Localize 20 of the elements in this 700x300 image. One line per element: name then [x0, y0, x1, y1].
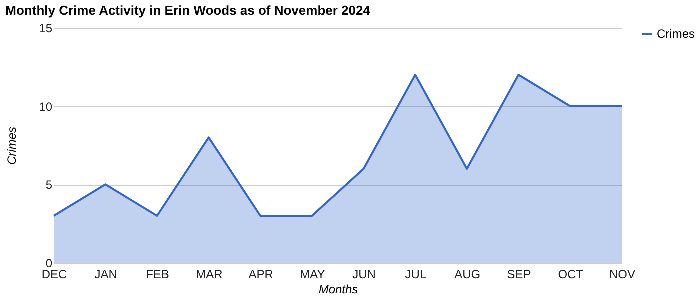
x-tick-label: OCT: [558, 268, 584, 282]
chart-title: Monthly Crime Activity in Erin Woods as of November 2024: [6, 3, 372, 18]
x-tick-label: JUN: [352, 268, 376, 282]
x-tick-label: NOV: [609, 268, 636, 282]
y-tick-label: 0: [46, 256, 53, 270]
x-axis-title: Months: [318, 282, 358, 296]
y-tick-label: 15: [39, 22, 53, 36]
x-tick-label: MAR: [196, 268, 224, 282]
x-tick-label: APR: [248, 268, 274, 282]
y-tick-label: 10: [39, 100, 53, 114]
x-tick-label: MAY: [300, 268, 326, 282]
x-tick-label: SEP: [507, 268, 532, 282]
y-tick-label: 5: [46, 178, 53, 192]
x-tick-label: FEB: [146, 268, 170, 282]
y-axis-title: Crimes: [5, 127, 20, 165]
x-tick-label: DEC: [42, 268, 68, 282]
legend-label: Crimes: [657, 27, 695, 41]
x-tick-label: JAN: [94, 268, 118, 282]
x-tick-label: JUL: [405, 268, 427, 282]
x-tick-label: AUG: [454, 268, 481, 282]
